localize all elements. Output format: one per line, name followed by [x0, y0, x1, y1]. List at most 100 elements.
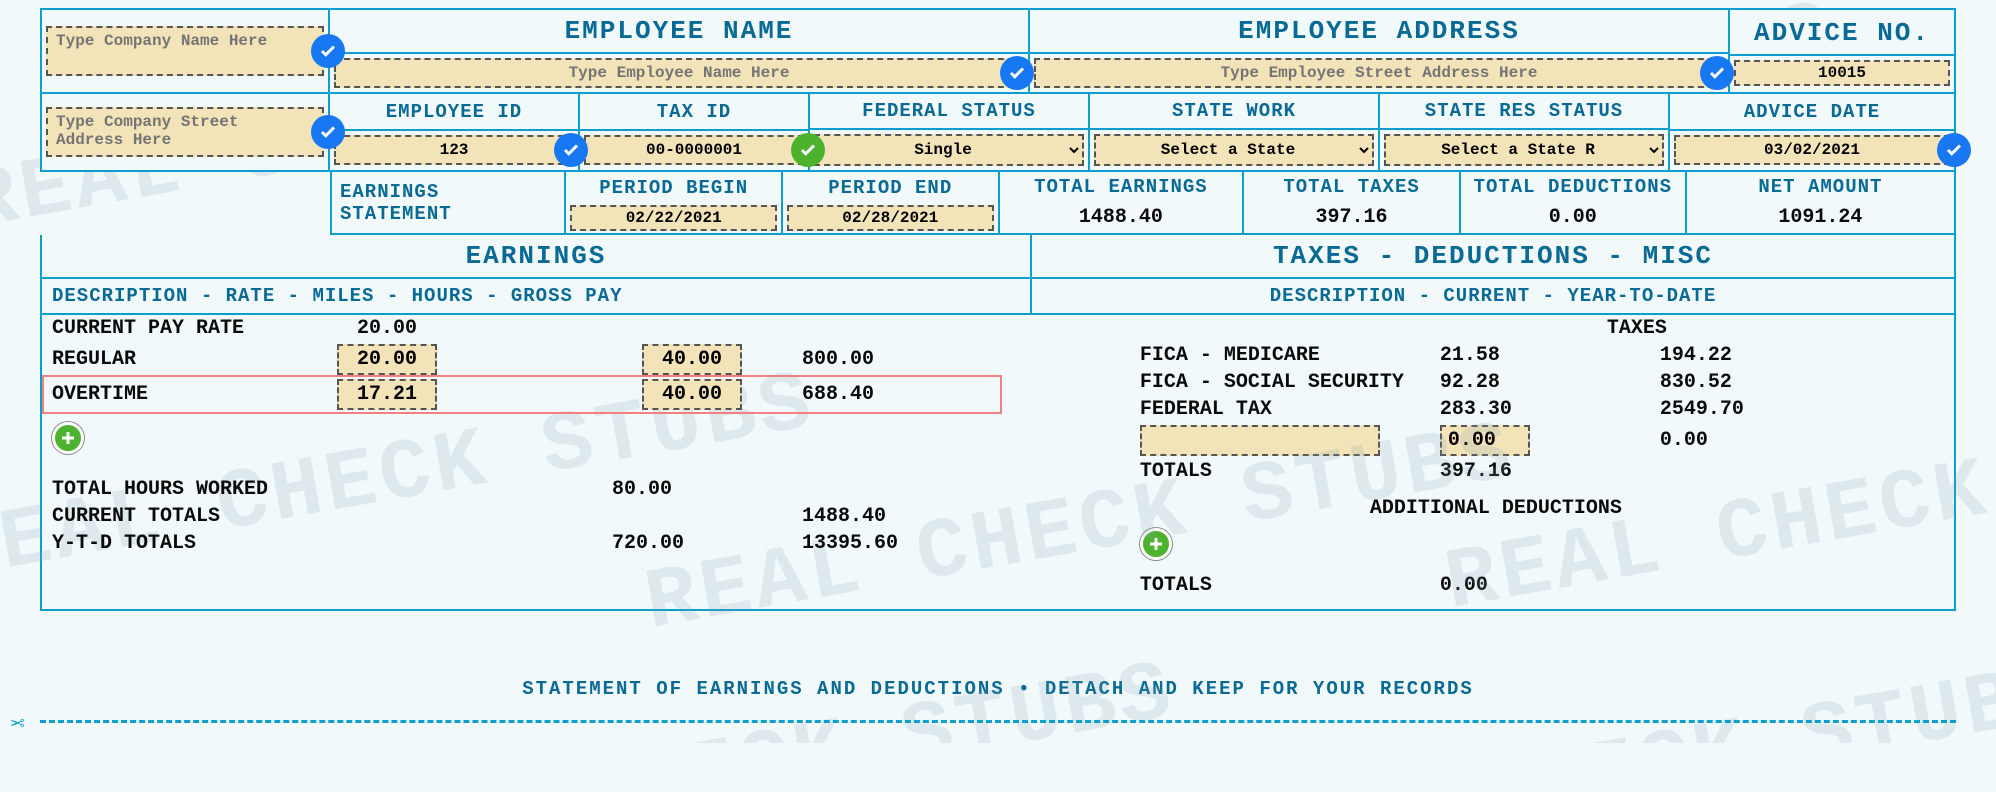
check-icon: [311, 115, 345, 149]
state-res-select[interactable]: Select a State R: [1384, 134, 1664, 166]
total-taxes-value: 397.16: [1316, 202, 1388, 233]
advice-no-value[interactable]: 10015: [1734, 60, 1950, 86]
tax-current: 283.30: [1440, 398, 1660, 421]
check-icon: [791, 133, 825, 167]
employee-id-input[interactable]: [334, 135, 574, 165]
company-street-input[interactable]: [46, 107, 324, 157]
deduction-totals-row: TOTALS 0.00: [1130, 572, 1954, 599]
total-deductions-value: 0.00: [1549, 202, 1597, 233]
net-amount-value: 1091.24: [1778, 202, 1862, 233]
add-earnings-button[interactable]: [52, 422, 84, 454]
data-body: CURRENT PAY RATE 20.00 REGULAR 800.00 OV…: [40, 315, 1956, 611]
tax-row: FICA - MEDICARE 21.58 194.22: [1130, 342, 1954, 369]
employee-id-header: EMPLOYEE ID: [386, 95, 522, 129]
net-amount-header: NET AMOUNT: [1758, 172, 1882, 202]
period-begin-header: PERIOD BEGIN: [599, 173, 748, 203]
total-hours-row: TOTAL HOURS WORKED 80.00: [42, 476, 1030, 503]
rate-input[interactable]: [337, 344, 437, 375]
taxes-columns-header: DESCRIPTION - CURRENT - YEAR-TO-DATE: [1032, 277, 1954, 307]
gross-value: 800.00: [772, 348, 952, 371]
advice-date-header: ADVICE DATE: [1744, 95, 1880, 129]
check-icon: [1000, 56, 1034, 90]
add-deduction-button[interactable]: [1140, 528, 1172, 560]
tax-desc: FICA - SOCIAL SECURITY: [1140, 371, 1440, 394]
federal-status-header: FEDERAL STATUS: [862, 94, 1036, 128]
earnings-statement-header: EARNINGS STATEMENT: [330, 172, 566, 235]
earnings-row-overtime: OVERTIME 688.40: [42, 377, 1030, 412]
earnings-columns-header: DESCRIPTION - RATE - MILES - HOURS - GRO…: [42, 277, 1030, 307]
employee-name-input[interactable]: [334, 58, 1024, 88]
check-icon: [311, 34, 345, 68]
deduction-totals-label: TOTALS: [1140, 574, 1440, 597]
custom-tax-desc-input[interactable]: [1140, 425, 1380, 456]
company-name-input[interactable]: [46, 26, 324, 76]
section-headers: EARNINGS DESCRIPTION - RATE - MILES - HO…: [40, 235, 1956, 315]
tax-desc: FICA - MEDICARE: [1140, 344, 1440, 367]
additional-deductions-header: ADDITIONAL DEDUCTIONS: [1370, 497, 1622, 520]
state-work-header: STATE WORK: [1172, 94, 1296, 128]
rate-input[interactable]: [337, 379, 437, 410]
earnings-section-header: EARNINGS: [52, 241, 1020, 271]
tax-current: 92.28: [1440, 371, 1660, 394]
earnings-row-regular: REGULAR 800.00: [42, 342, 1030, 377]
earnings-desc: REGULAR: [52, 348, 302, 371]
current-pay-rate-label: CURRENT PAY RATE: [52, 317, 302, 340]
current-totals-row: CURRENT TOTALS 1488.40: [42, 503, 1030, 530]
deduction-totals-value: 0.00: [1440, 574, 1660, 597]
taxes-section-header: TAXES - DEDUCTIONS - MISC: [1042, 241, 1944, 271]
tax-ytd: 830.52: [1660, 371, 1860, 394]
state-work-select[interactable]: Select a State: [1094, 134, 1374, 166]
detach-line: ✂: [40, 720, 1956, 723]
total-earnings-value: 1488.40: [1079, 202, 1163, 233]
tax-row: FICA - SOCIAL SECURITY 92.28 830.52: [1130, 369, 1954, 396]
earnings-desc: OVERTIME: [52, 383, 302, 406]
tax-totals-value: 397.16: [1440, 460, 1660, 483]
advice-date-input[interactable]: [1674, 135, 1950, 165]
tax-id-input[interactable]: [584, 135, 804, 165]
ytd-totals-row: Y-T-D TOTALS 720.00 13395.60: [42, 530, 1030, 557]
period-begin-input[interactable]: [570, 205, 777, 231]
tax-desc: FEDERAL TAX: [1140, 398, 1440, 421]
header-row-2: EMPLOYEE ID TAX ID FEDERAL STATUS Single…: [40, 94, 1956, 172]
current-pay-rate-row: CURRENT PAY RATE 20.00: [42, 315, 1030, 342]
custom-tax-ytd: 0.00: [1660, 429, 1860, 452]
taxes-subheader: TAXES: [1607, 317, 1667, 340]
period-end-input[interactable]: [787, 205, 994, 231]
current-totals-label: CURRENT TOTALS: [52, 505, 472, 528]
custom-tax-current-input[interactable]: [1440, 425, 1530, 456]
hours-input[interactable]: [642, 344, 742, 375]
total-hours-value: 80.00: [612, 478, 772, 501]
employee-address-header: EMPLOYEE ADDRESS: [1238, 10, 1520, 52]
federal-status-select[interactable]: Single: [814, 134, 1084, 166]
tax-ytd: 194.22: [1660, 344, 1860, 367]
tax-id-header: TAX ID: [657, 95, 731, 129]
advice-no-header: ADVICE NO.: [1754, 12, 1930, 54]
scissors-icon: ✂: [10, 709, 24, 739]
total-taxes-header: TOTAL TAXES: [1283, 172, 1419, 202]
check-icon: [554, 133, 588, 167]
total-earnings-header: TOTAL EARNINGS: [1034, 172, 1208, 202]
tax-ytd: 2549.70: [1660, 398, 1860, 421]
tax-totals-label: TOTALS: [1140, 460, 1440, 483]
tax-row: FEDERAL TAX 283.30 2549.70: [1130, 396, 1954, 423]
tax-current: 21.58: [1440, 344, 1660, 367]
tax-totals-row: TOTALS 397.16: [1130, 458, 1954, 485]
total-deductions-header: TOTAL DEDUCTIONS: [1474, 172, 1672, 202]
employee-address-input[interactable]: [1034, 58, 1724, 88]
total-hours-label: TOTAL HOURS WORKED: [52, 478, 472, 501]
ytd-label: Y-T-D TOTALS: [52, 532, 472, 555]
check-icon: [1700, 56, 1734, 90]
tax-row-custom: 0.00: [1130, 423, 1954, 458]
hours-input[interactable]: [642, 379, 742, 410]
gross-value: 688.40: [772, 383, 952, 406]
header-row-3: EARNINGS STATEMENT PERIOD BEGIN PERIOD E…: [330, 172, 1956, 235]
state-res-header: STATE RES STATUS: [1425, 94, 1623, 128]
header-row-1: EMPLOYEE NAME EMPLOYEE ADDRESS ADVICE NO…: [40, 8, 1956, 94]
footer-statement: STATEMENT OF EARNINGS AND DEDUCTIONS • D…: [522, 678, 1474, 700]
current-totals-value: 1488.40: [772, 505, 952, 528]
check-icon: [1937, 133, 1971, 167]
ytd-hours-value: 720.00: [612, 532, 772, 555]
period-end-header: PERIOD END: [828, 173, 952, 203]
current-pay-rate-value: 20.00: [302, 317, 472, 340]
ytd-gross-value: 13395.60: [772, 532, 952, 555]
